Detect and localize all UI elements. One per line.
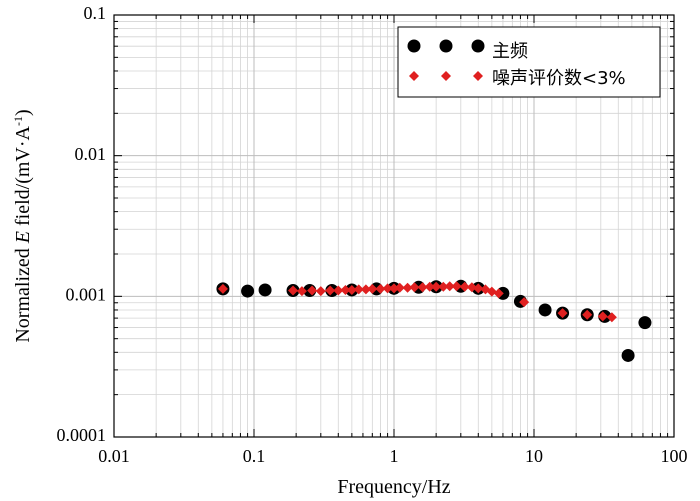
legend-symbol (409, 71, 419, 81)
data-point-noise-evaluation (346, 284, 357, 295)
data-point-noise-evaluation (394, 282, 405, 293)
data-point-noise-evaluation (340, 284, 351, 295)
data-point-main-frequency (241, 284, 255, 298)
data-point-noise-evaluation (315, 286, 326, 297)
data-point-noise-evaluation (466, 282, 477, 293)
x-tick-label: 0.01 (98, 446, 130, 466)
data-point-noise-evaluation (444, 281, 455, 292)
data-point-noise-evaluation (409, 282, 420, 293)
legend: 主频 噪声评价数<3% (397, 26, 661, 98)
data-point-noise-evaluation (389, 283, 399, 294)
data-point-noise-evaluation (402, 282, 413, 293)
data-point-noise-evaluation (296, 286, 307, 297)
data-point-noise-evaluation (451, 281, 462, 292)
data-point-noise-evaluation (367, 283, 378, 294)
y-axis-title-part-2: field/(mV·A (12, 125, 34, 231)
data-point-noise-evaluation (375, 283, 386, 294)
x-axis-title: Frequency/Hz (337, 476, 450, 498)
x-tick-label: 10 (525, 446, 543, 466)
data-point-noise-evaluation (557, 308, 568, 319)
y-axis-title-symbol: E (12, 231, 34, 244)
y-axis-title-part-3: ) (12, 109, 34, 116)
y-axis-title-part-1: Normalized (12, 243, 34, 342)
grid (113, 14, 675, 438)
data-point-noise-evaluation (438, 281, 449, 292)
data-point-noise-evaluation (288, 285, 299, 296)
data-point-noise-evaluation (382, 283, 393, 294)
x-tick-label: 100 (661, 446, 688, 466)
data-point-main-frequency (638, 316, 652, 330)
data-point-noise-evaluation (307, 285, 318, 296)
data-point-noise-evaluation (473, 283, 484, 294)
data-point-noise-evaluation (217, 283, 228, 294)
y-tick-label: 0.1 (84, 3, 107, 23)
data-point-noise-evaluation (431, 281, 442, 292)
data-point-noise-evaluation (597, 311, 608, 322)
legend-symbol (441, 71, 451, 81)
data-point-main-frequency (621, 348, 635, 362)
legend-marker-noise-evaluation (409, 71, 483, 81)
legend-symbol (407, 39, 421, 53)
data-point-noise-evaluation (493, 288, 504, 299)
plot-frame (113, 14, 675, 438)
data-point-main-frequency (258, 283, 272, 297)
x-tick-label: 0.1 (243, 446, 266, 466)
legend-label-main-frequency: 主频 (492, 41, 528, 62)
data-point-noise-evaluation (606, 312, 617, 323)
data-point-noise-evaluation (353, 284, 364, 295)
y-tick-label: 0.01 (75, 144, 107, 164)
y-tick-label: 0.001 (66, 284, 107, 304)
data-point-noise-evaluation (459, 281, 470, 292)
data-points (216, 279, 652, 362)
data-point-noise-evaluation (417, 282, 428, 293)
y-axis-title: Normalized E field/(mV·A-1) (11, 109, 34, 342)
legend-symbol (471, 39, 485, 53)
legend-symbol (473, 71, 483, 81)
legend-marker-main-frequency (407, 39, 485, 53)
data-point-noise-evaluation (519, 297, 530, 308)
legend-symbol (439, 39, 453, 53)
legend-label-noise-evaluation: 噪声评价数<3% (492, 68, 626, 89)
y-tick-label: 0.0001 (57, 425, 107, 445)
series-noise-evaluation (217, 281, 617, 323)
y-axis-title-exponent: -1 (11, 116, 25, 126)
legend-box (397, 26, 661, 98)
data-point-main-frequency (538, 303, 552, 317)
data-point-noise-evaluation (424, 281, 435, 292)
x-tick-label: 1 (390, 446, 399, 466)
data-point-noise-evaluation (333, 285, 344, 296)
tick-labels: 0.01 0.1 1 10 100 0.0001 0.001 0.01 0.1 (57, 3, 688, 466)
data-point-noise-evaluation (582, 309, 593, 320)
data-point-noise-evaluation (325, 285, 336, 296)
data-point-noise-evaluation (486, 286, 497, 297)
data-point-noise-evaluation (360, 284, 371, 295)
